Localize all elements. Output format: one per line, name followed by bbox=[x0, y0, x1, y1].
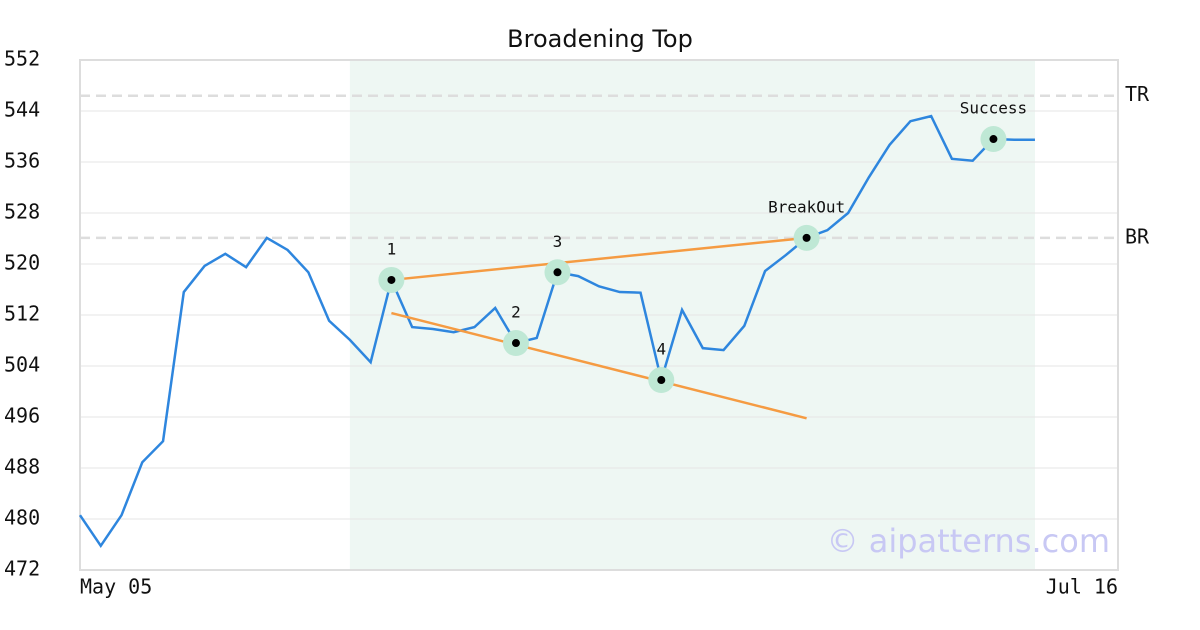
y-tick-label: 480 bbox=[4, 506, 40, 530]
y-tick-label: 544 bbox=[4, 98, 40, 122]
y-tick-label: 472 bbox=[4, 557, 40, 581]
pivot-label: 3 bbox=[553, 232, 563, 251]
pivot-label: 4 bbox=[656, 340, 666, 359]
pivot-label: 2 bbox=[511, 303, 521, 322]
trendline bbox=[391, 311, 807, 420]
pivot-dot bbox=[802, 233, 811, 242]
y-tick-label: 520 bbox=[4, 251, 40, 275]
y-tick-label: 496 bbox=[4, 404, 40, 428]
pivot-label: 1 bbox=[387, 239, 397, 258]
x-tick-label: May 05 bbox=[80, 575, 152, 599]
pivot-label: Success bbox=[960, 99, 1027, 118]
y-tick-label: 504 bbox=[4, 353, 40, 377]
pivot-dot bbox=[657, 376, 666, 385]
pivot-dot bbox=[387, 275, 396, 284]
y-tick-label: 512 bbox=[4, 302, 40, 326]
pivot-dot bbox=[553, 268, 562, 277]
watermark: © aipatterns.com bbox=[827, 522, 1110, 560]
pivot-dot bbox=[989, 135, 998, 144]
y-tick-label: 552 bbox=[4, 47, 40, 71]
reference-label: BR bbox=[1125, 224, 1150, 248]
pivot-dot bbox=[511, 339, 520, 348]
trendline bbox=[391, 236, 807, 282]
reference-label: TR bbox=[1125, 82, 1150, 106]
y-tick-label: 488 bbox=[4, 455, 40, 479]
chart-title: Broadening Top bbox=[507, 25, 693, 53]
pivot-label: BreakOut bbox=[768, 197, 845, 216]
y-tick-label: 528 bbox=[4, 200, 40, 224]
y-tick-label: 536 bbox=[4, 149, 40, 173]
x-tick-label: Jul 16 bbox=[1046, 575, 1118, 599]
plot-frame bbox=[79, 59, 1119, 571]
